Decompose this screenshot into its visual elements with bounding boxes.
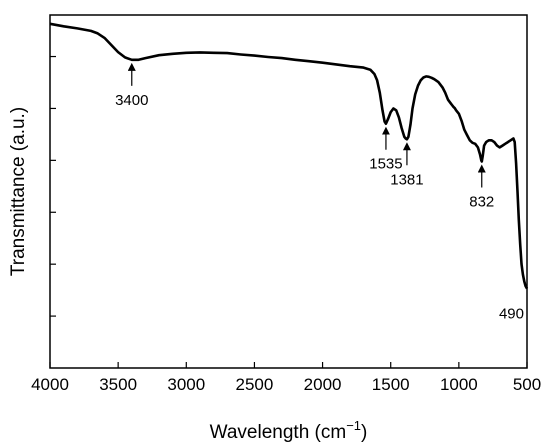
annotation-label: 832 xyxy=(469,193,494,210)
x-axis-title: Wavelength (cm−1) xyxy=(210,418,368,443)
x-tick-label: 500 xyxy=(513,375,541,394)
annotation-label: 3400 xyxy=(115,92,148,109)
series-line-0 xyxy=(49,22,529,290)
x-tick-label: 3500 xyxy=(99,375,137,394)
x-tick-label: 2500 xyxy=(236,375,274,394)
x-tick-label: 1500 xyxy=(372,375,410,394)
x-axis-ticks: 4000 3500 3000 2500 2000 1500 1000 500 xyxy=(31,362,541,394)
x-axis-title-main: Wavelength (cm xyxy=(210,422,347,443)
x-axis-title-superscript: −1 xyxy=(346,418,361,433)
y-axis-title: Transmittance (a.u.) xyxy=(8,107,29,276)
annotation-label: 1535 xyxy=(369,156,402,173)
x-tick-label: 1000 xyxy=(440,375,478,394)
y-axis-ticks xyxy=(50,55,56,317)
annotation-label: 1381 xyxy=(390,171,423,188)
plot-area xyxy=(49,14,529,369)
annotation-label: 490 xyxy=(499,306,524,323)
x-tick-label: 3000 xyxy=(167,375,205,394)
x-tick-label: 4000 xyxy=(31,375,69,394)
x-axis-title-close: ) xyxy=(361,422,367,443)
x-tick-label: 2000 xyxy=(304,375,342,394)
plot-frame xyxy=(49,14,528,369)
